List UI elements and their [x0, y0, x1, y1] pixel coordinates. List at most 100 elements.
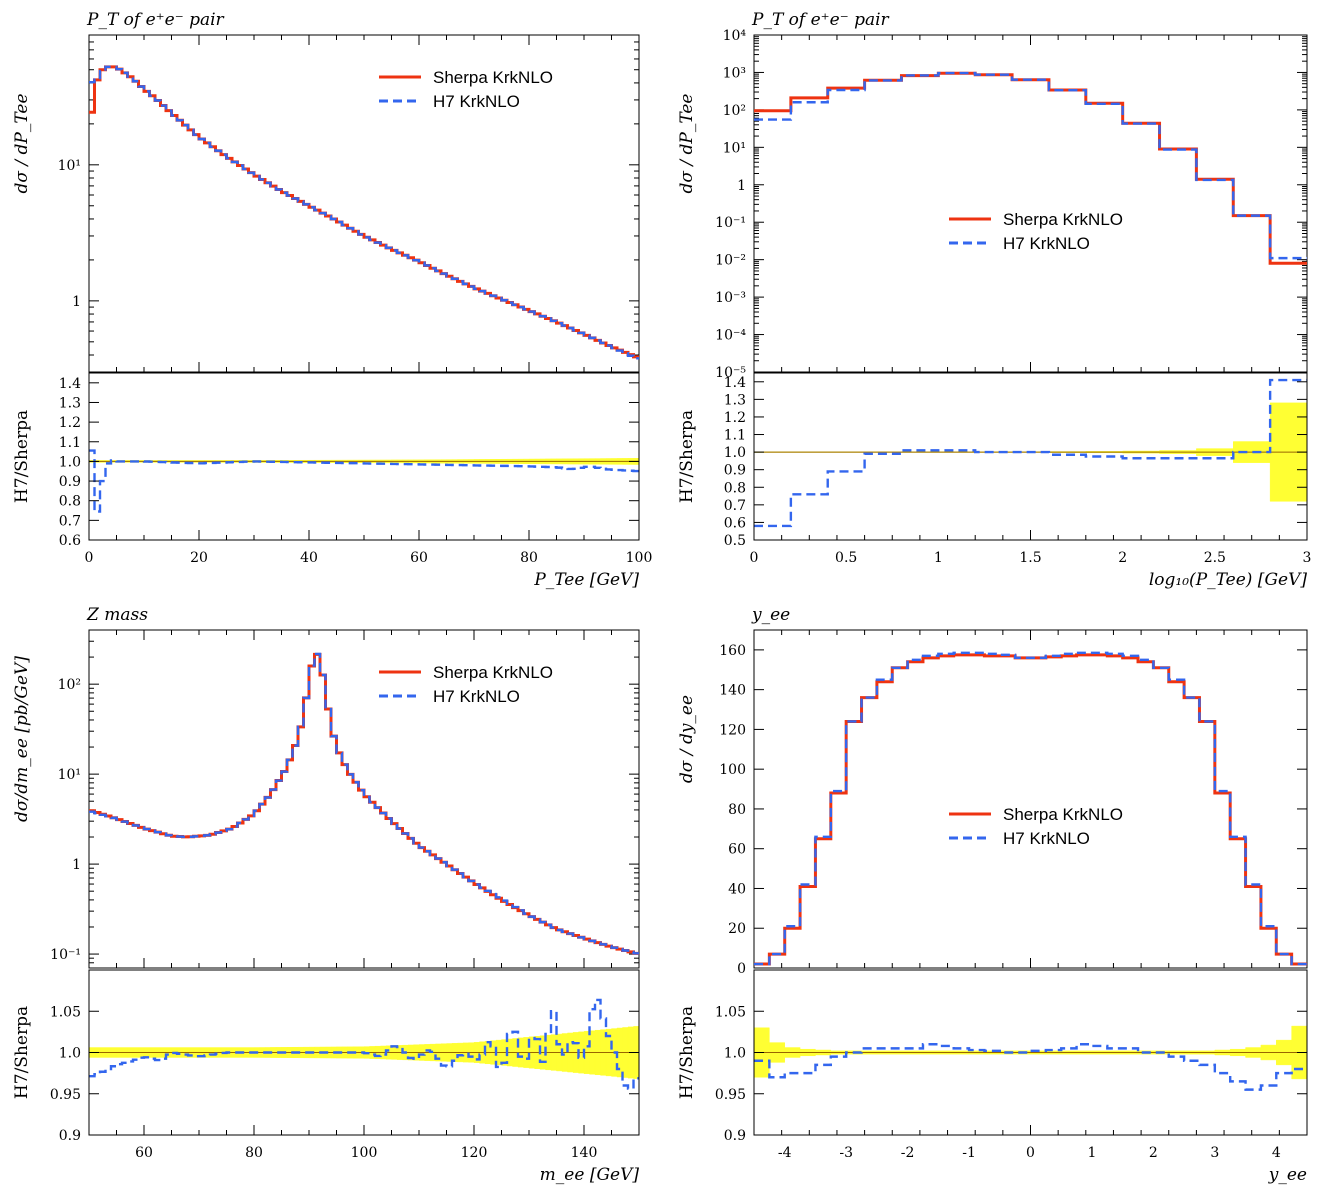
ratio-y-tick-label: 1.05: [715, 1004, 746, 1020]
ratio-y-axis-label: H7/Sherpa: [12, 410, 32, 503]
series-line-h7: [89, 652, 639, 955]
x-tick-label: 100: [351, 1145, 378, 1161]
main-plot-frame: [88, 629, 640, 969]
ratio-y-tick-label: 0.8: [724, 480, 746, 496]
chart-logpt: P_T of e⁺e⁻ pair 10⁻⁵ 10⁻⁴ 10⁻³ 10⁻² 10⁻¹ 1 10¹…: [677, 10, 1311, 590]
x-tick-label: 80: [245, 1145, 263, 1161]
ratio-y-tick-label: 0.9: [724, 463, 746, 479]
y-tick-label: 160: [719, 643, 746, 659]
x-tick-label: 100: [626, 550, 653, 566]
y-axis-label: dσ / dP_Tee: [12, 94, 32, 194]
x-tick-label: 2: [1149, 1145, 1158, 1161]
x-tick-label: 1: [1087, 1145, 1096, 1161]
ratio-y-axis-label: H7/Sherpa: [677, 410, 697, 503]
y-tick-label: 10³: [723, 65, 746, 81]
ratio-y-tick-label: 1.3: [59, 395, 81, 411]
y-tick-label: 120: [719, 722, 746, 738]
series-line-h7: [89, 65, 639, 360]
y-tick-label: 1: [737, 178, 746, 194]
y-tick-label: 10²: [723, 103, 746, 119]
ratio-y-tick-label: 0.6: [59, 533, 81, 549]
y-tick-label: 10¹: [723, 140, 746, 156]
x-tick-label: -3: [839, 1145, 853, 1161]
ratio-y-axis-label: H7/Sherpa: [12, 1006, 32, 1099]
x-tick-label: 3: [1303, 550, 1312, 566]
x-axis-label: log₁₀(P_Tee) [GeV]: [1149, 570, 1307, 590]
x-tick-label: 3: [1210, 1145, 1219, 1161]
x-axis-label: P_Tee [GeV]: [533, 570, 639, 590]
x-tick-label: 60: [410, 550, 428, 566]
y-tick-label: 10²: [58, 677, 81, 693]
x-tick-label: -2: [901, 1145, 915, 1161]
ratio-y-tick-label: 0.6: [724, 515, 746, 531]
ratio-y-tick-label: 0.7: [59, 513, 81, 529]
x-tick-label: 2: [1118, 550, 1127, 566]
ratio-y-tick-label: 0.9: [59, 1128, 81, 1144]
legend-label: Sherpa KrkNLO: [433, 663, 553, 682]
y-tick-label: 1: [72, 294, 81, 310]
series-line-sherpa: [89, 65, 639, 359]
main-plot-frame: [753, 34, 1308, 373]
y-tick-label: 10⁻¹: [715, 215, 746, 231]
y-tick-label: 10⁻²: [715, 253, 746, 269]
ratio-y-tick-label: 1.0: [724, 445, 746, 461]
ratio-y-tick-label: 1.05: [50, 1004, 81, 1020]
ratio-y-tick-label: 1.1: [59, 435, 81, 451]
ratio-y-tick-label: 1.3: [724, 392, 746, 408]
ratio-series-h7: [89, 449, 639, 513]
series-line-sherpa: [89, 652, 639, 955]
legend-label: H7 KrkNLO: [433, 687, 520, 706]
ratio-y-tick-label: 0.9: [59, 474, 81, 490]
ratio-y-tick-label: 1.0: [59, 454, 81, 470]
y-tick-label: 80: [728, 802, 746, 818]
x-tick-label: 0: [750, 550, 759, 566]
ratio-y-tick-label: 0.95: [50, 1087, 81, 1103]
y-tick-label: 100: [719, 762, 746, 778]
ratio-y-tick-label: 1.0: [724, 1046, 746, 1062]
y-tick-label: 60: [728, 842, 746, 858]
x-tick-label: 0: [85, 550, 94, 566]
series-line-h7: [754, 71, 1307, 260]
y-tick-label: 40: [728, 881, 746, 897]
y-axis-label: dσ/dm_ee [pb/GeV]: [12, 656, 32, 822]
ratio-y-tick-label: 0.8: [59, 494, 81, 510]
chart-title: P_T of e⁺e⁻ pair: [751, 10, 890, 30]
x-tick-label: 80: [520, 550, 538, 566]
legend-label: H7 KrkNLO: [433, 92, 520, 111]
x-tick-label: 60: [135, 1145, 153, 1161]
y-tick-label: 20: [728, 921, 746, 937]
x-axis-label: y_ee: [1268, 1165, 1307, 1185]
chart-mass: Z mass 10⁻¹ 1 10¹ 10² dσ/dm_ee [pb/GeV] Sherpa…: [12, 605, 640, 1185]
y-tick-label: 10⁻⁴: [715, 328, 746, 344]
y-tick-label: 140: [719, 683, 746, 699]
legend-label: Sherpa KrkNLO: [1003, 805, 1123, 824]
ratio-y-tick-label: 0.95: [715, 1087, 746, 1103]
ratio-series-h7: [754, 1043, 1307, 1091]
x-tick-label: 1: [934, 550, 943, 566]
legend-label: H7 KrkNLO: [1003, 234, 1090, 253]
x-tick-label: 140: [571, 1145, 598, 1161]
legend-label: H7 KrkNLO: [1003, 829, 1090, 848]
chart-title: y_ee: [751, 605, 790, 625]
y-axis-label: dσ / dP_Tee: [677, 94, 697, 194]
x-tick-label: 1.5: [1019, 550, 1041, 566]
y-axis-label: dσ / dy_ee: [677, 695, 697, 783]
chart-title: P_T of e⁺e⁻ pair: [86, 10, 225, 30]
y-tick-label: 10⁻³: [715, 290, 746, 306]
ratio-plot-frame: [753, 372, 1308, 541]
ratio-y-tick-label: 1.2: [724, 410, 746, 426]
ratio-plot-frame: [88, 372, 640, 541]
main-plot-frame: [753, 629, 1308, 969]
y-tick-label: 10¹: [58, 767, 81, 783]
x-tick-label: -4: [778, 1145, 792, 1161]
legend-label: Sherpa KrkNLO: [433, 68, 553, 87]
ratio-series-h7: [754, 378, 1307, 528]
x-tick-label: 4: [1272, 1145, 1281, 1161]
x-tick-label: 2.5: [1204, 550, 1226, 566]
ratio-y-tick-label: 1.1: [724, 428, 746, 444]
ratio-y-tick-label: 1.2: [59, 415, 81, 431]
ratio-y-tick-label: 1.4: [59, 376, 81, 392]
y-tick-label: 1: [72, 857, 81, 873]
